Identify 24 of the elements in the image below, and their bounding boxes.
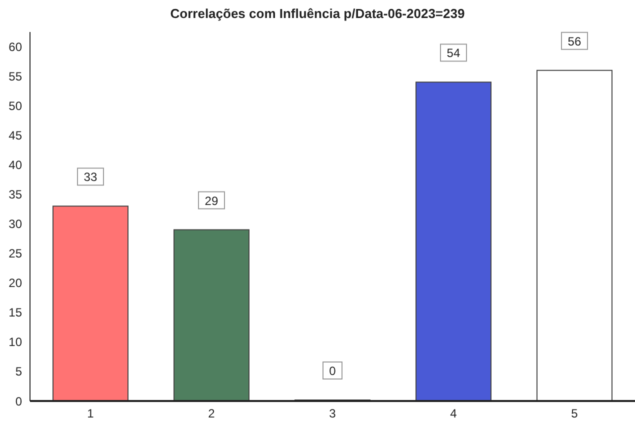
y-tick-label: 40 [8, 158, 22, 172]
data-label: 33 [84, 170, 98, 184]
y-tick-label: 0 [15, 394, 22, 408]
x-tick-label: 4 [450, 406, 458, 421]
y-tick-label: 35 [8, 188, 22, 202]
data-label: 29 [204, 194, 218, 208]
y-tick-label: 30 [8, 217, 22, 232]
data-label: 0 [329, 364, 336, 378]
data-label: 56 [568, 34, 582, 48]
y-tick-label: 60 [8, 40, 22, 54]
y-tick-label: 55 [8, 70, 22, 84]
x-tick-label: 2 [208, 406, 216, 421]
data-label: 54 [446, 46, 460, 60]
y-tick-label: 50 [8, 99, 22, 114]
x-tick-label: 5 [571, 406, 578, 421]
y-tick-label: 15 [8, 306, 22, 320]
y-tick-label: 5 [15, 364, 22, 379]
y-tick-label: 45 [8, 128, 22, 143]
x-tick-label: 1 [87, 406, 94, 421]
x-tick-label: 3 [329, 406, 336, 421]
chart-title: Correlações com Influência p/Data-06-2023=239 [169, 6, 466, 21]
y-tick-label: 25 [8, 246, 22, 261]
y-tick-label: 20 [8, 276, 22, 290]
y-tick-label: 10 [8, 335, 22, 350]
